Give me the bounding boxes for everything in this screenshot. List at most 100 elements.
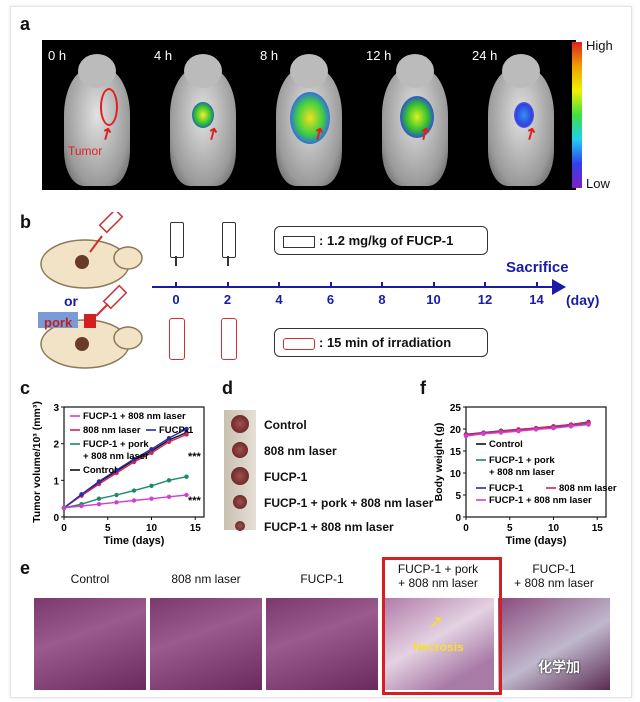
colorbar-high-label: High bbox=[586, 38, 613, 53]
series-line bbox=[63, 433, 187, 509]
tumor-specimen bbox=[232, 442, 248, 458]
legend-label: Control bbox=[83, 465, 117, 476]
mouse-top-tumor bbox=[75, 255, 89, 269]
data-point bbox=[166, 494, 172, 500]
sacrifice-label: Sacrifice bbox=[506, 259, 569, 276]
day-tick-label: 10 bbox=[426, 292, 441, 307]
figure-frame bbox=[10, 6, 632, 698]
data-point bbox=[149, 483, 154, 489]
data-point bbox=[114, 492, 119, 498]
tumor-specimen bbox=[235, 521, 245, 531]
day-tick-label: 8 bbox=[378, 292, 386, 307]
legend-label: + 808 nm laser bbox=[83, 451, 149, 462]
x-tick-label: 5 bbox=[105, 523, 111, 534]
data-point bbox=[166, 435, 172, 441]
series-line bbox=[63, 475, 187, 509]
day-tick-label: 14 bbox=[529, 292, 544, 307]
data-point bbox=[114, 467, 119, 473]
y-tick-label: 20 bbox=[450, 425, 462, 436]
x-tick-label: 10 bbox=[146, 523, 158, 534]
tumor-label: Tumor bbox=[68, 144, 103, 158]
tumor-circle bbox=[100, 88, 118, 126]
x-axis-label: Time (days) bbox=[506, 535, 567, 547]
data-point bbox=[96, 501, 102, 507]
fluorescence-spot bbox=[192, 102, 214, 128]
data-point bbox=[516, 429, 521, 434]
tumor-group-label: 808 nm laser bbox=[264, 444, 337, 458]
data-point bbox=[149, 450, 154, 456]
data-point bbox=[184, 474, 189, 479]
time-label: 24 h bbox=[472, 48, 498, 63]
data-point bbox=[166, 478, 172, 483]
x-tick-label: 15 bbox=[190, 523, 202, 534]
colorbar bbox=[572, 42, 582, 188]
data-point bbox=[184, 426, 189, 432]
legend-label: FUCP-1 bbox=[159, 425, 194, 436]
x-tick-label: 10 bbox=[548, 523, 560, 534]
data-point bbox=[184, 432, 189, 437]
imaging-panel: 0 h ↗ Tumor bbox=[42, 40, 152, 190]
mouse-image bbox=[276, 54, 342, 186]
imaging-panel: 12 h ↗ bbox=[360, 40, 470, 190]
chart-c-tumor-volume: 0 5 10 15 0 1 2 3 Time (days) Tumor volume/10³ (m… bbox=[31, 401, 205, 547]
histology-title-line: + 808 nm laser bbox=[398, 576, 478, 590]
day-tick-label: 6 bbox=[326, 292, 335, 307]
data-point bbox=[149, 446, 154, 452]
pork-red-marker bbox=[84, 314, 96, 328]
histology-title-line: FUCP-1 bbox=[532, 562, 576, 576]
y-tick-label: 3 bbox=[53, 403, 59, 414]
histology-title: 808 nm laser bbox=[150, 572, 262, 586]
histology-image bbox=[266, 598, 378, 690]
histology-title-line: Control bbox=[70, 572, 110, 586]
y-tick-label: 0 bbox=[53, 513, 59, 524]
panel-label-a: a bbox=[20, 14, 31, 34]
panel-label-c: c bbox=[20, 378, 31, 398]
y-tick-label: 0 bbox=[455, 513, 461, 524]
panel-label-b: b bbox=[20, 212, 31, 232]
laser-irradiation-icon bbox=[169, 318, 185, 360]
legend-label: FUCP-1 + pork bbox=[83, 439, 149, 450]
tumor-group-label: FUCP-1 + 808 nm laser bbox=[264, 520, 394, 534]
legend-label: FUCP-1 bbox=[489, 483, 524, 494]
tumor-specimen bbox=[233, 495, 247, 509]
x-tick-label: 0 bbox=[463, 523, 469, 534]
y-tick-label: 15 bbox=[450, 447, 462, 458]
data-point bbox=[533, 427, 539, 432]
chart-f-body-weight: 0 5 10 15 0 5 10 15 20 25 Time (days) Body weight (… bbox=[433, 403, 617, 547]
day-tick-label: 2 bbox=[223, 292, 232, 307]
histology-title-line: FUCP-1 + pork bbox=[397, 562, 479, 576]
day-tick-label: 12 bbox=[477, 292, 493, 307]
legend-label: 808 nm laser bbox=[83, 425, 141, 436]
fluorescence-spot bbox=[290, 92, 330, 144]
series-line bbox=[63, 428, 187, 509]
histology-image bbox=[498, 598, 610, 690]
day-tick bbox=[484, 282, 486, 287]
y-tick-label: 10 bbox=[450, 469, 462, 480]
fluorescence-spot bbox=[514, 102, 534, 128]
syringe-icon bbox=[170, 222, 184, 258]
series-line bbox=[465, 421, 589, 436]
panel-label-f: f bbox=[420, 378, 426, 398]
data-point bbox=[131, 498, 137, 503]
series-line bbox=[465, 423, 589, 437]
histology-image bbox=[150, 598, 262, 690]
necrosis-arrow-icon: ↗ bbox=[428, 612, 444, 632]
panel-label-d: d bbox=[222, 378, 233, 398]
data-point bbox=[551, 425, 556, 431]
x-tick-label: 0 bbox=[61, 523, 67, 534]
legend-label: 808 nm laser bbox=[559, 483, 617, 494]
tumor-group-label: FUCP-1 + pork + 808 nm laser bbox=[264, 496, 434, 510]
y-axis-label: Body weight (g) bbox=[433, 423, 445, 502]
data-point bbox=[114, 500, 119, 505]
plot-frame bbox=[63, 406, 205, 518]
imaging-panel: 4 h ↗ bbox=[148, 40, 258, 190]
irradiation-legend-text: : 15 min of irradiation bbox=[319, 335, 452, 350]
legend-label: + 808 nm laser bbox=[489, 467, 555, 478]
histology-title-line: + 808 nm laser bbox=[514, 576, 594, 590]
tumor-group-label: Control bbox=[264, 418, 307, 432]
y-tick-label: 2 bbox=[53, 440, 59, 451]
histology-title-line: 808 nm laser bbox=[171, 572, 241, 586]
day-unit-label: (day) bbox=[566, 292, 600, 308]
data-point bbox=[79, 492, 84, 497]
histology-title: Control bbox=[34, 572, 146, 586]
